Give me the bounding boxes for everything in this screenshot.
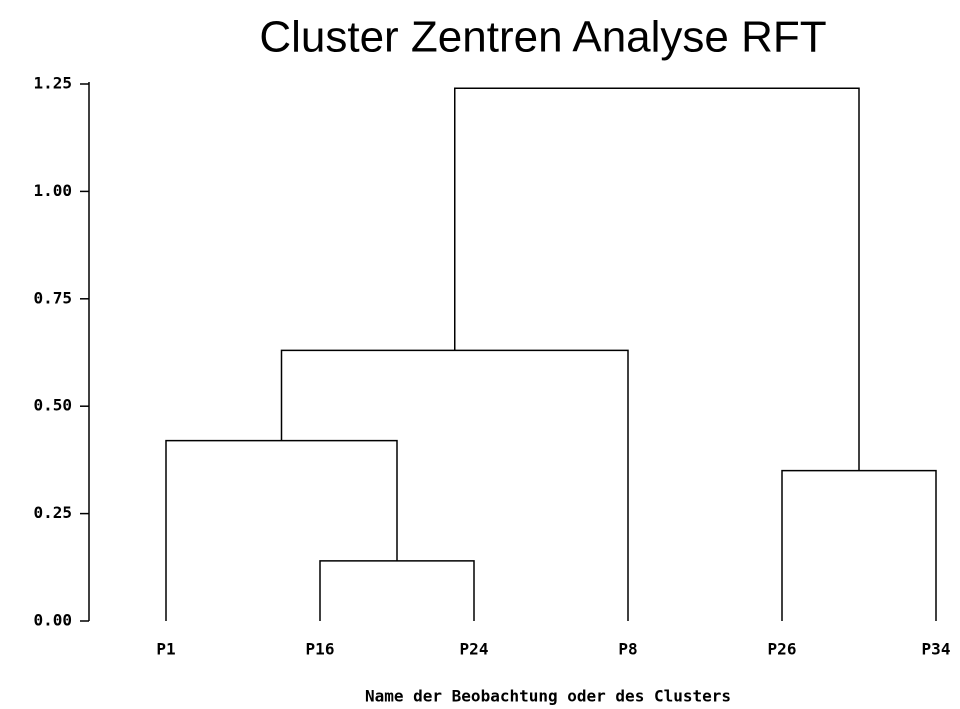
y-tick-label: 0.00 [33,611,72,630]
dendrogram-link [781,469,937,621]
leaf-label: P1 [156,640,175,659]
dendrogram-link [280,349,629,621]
x-axis-label: Name der Beobachtung oder des Clusters [365,687,731,706]
y-tick-label: 0.25 [33,503,72,522]
y-tick-label: 0.50 [33,396,72,415]
leaf-label: P26 [768,640,797,659]
leaf-label: P34 [922,640,951,659]
dendrogram-link [454,87,860,471]
chart-title: Cluster Zentren Analyse RFT [259,13,826,62]
leaf-label: P16 [306,640,335,659]
y-tick-label: 0.75 [33,288,72,307]
y-tick-label: 1.25 [33,74,72,93]
y-tick-label: 1.00 [33,181,72,200]
dendrogram-link [165,439,398,621]
leaf-label: P24 [460,640,489,659]
leaf-label: P8 [618,640,637,659]
dendrogram-link [319,560,475,621]
